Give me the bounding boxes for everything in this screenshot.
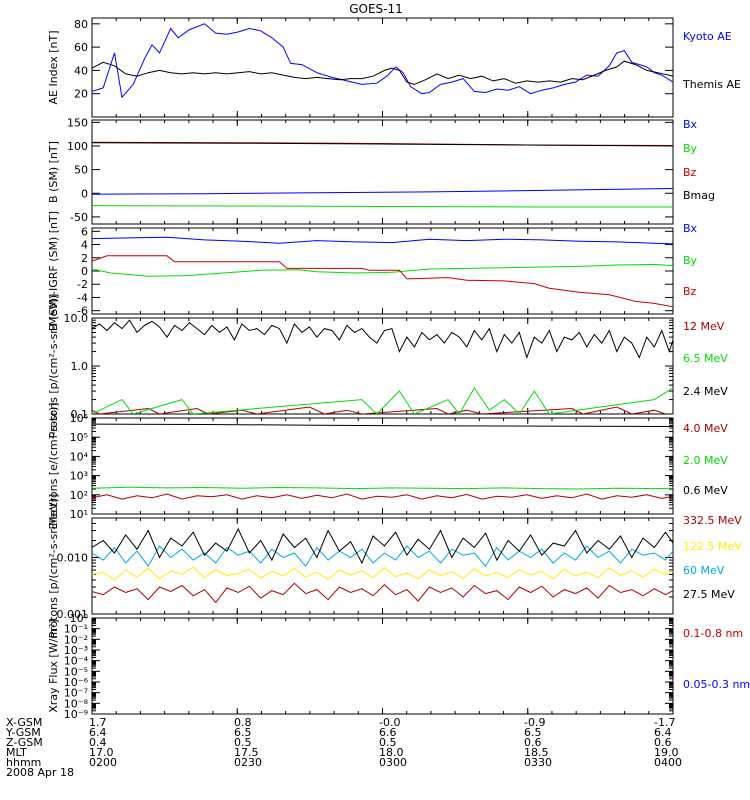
y-tick-label: -4 bbox=[77, 291, 88, 304]
series-line bbox=[92, 545, 673, 568]
series-line bbox=[92, 255, 673, 308]
series-line bbox=[92, 205, 673, 208]
legend-label: Bx bbox=[683, 222, 698, 235]
legend-label: 4.0 MeV bbox=[683, 422, 728, 435]
y-tick-label: 6 bbox=[81, 225, 88, 238]
legend-label: 12 MeV bbox=[683, 320, 725, 333]
series-line bbox=[92, 23, 673, 99]
y-tick-label: 1.0 bbox=[71, 360, 89, 373]
y-tick-label: 10⁻⁷ bbox=[64, 687, 88, 700]
y-tick-label: 10³ bbox=[70, 470, 88, 483]
legend-label: Bz bbox=[683, 285, 697, 298]
legend-label: 332.5 MeV bbox=[683, 514, 742, 527]
legend-label: 122.5 MeV bbox=[683, 540, 742, 553]
y-tick-label: 10² bbox=[70, 489, 88, 502]
legend-label: Bmag bbox=[683, 189, 715, 202]
series-line bbox=[92, 60, 673, 85]
y-tick-label: 0.001 bbox=[57, 608, 89, 621]
y-tick-label: 60 bbox=[74, 41, 88, 54]
y-tick-label: 0.1 bbox=[71, 408, 89, 421]
series-line bbox=[92, 142, 673, 147]
panel-2: -50 0 50 100 150 B (SM) [nT] Bx By Bz Bmag bbox=[47, 116, 715, 225]
y-tick-label: 50 bbox=[74, 164, 88, 177]
legend-label: Bx bbox=[683, 118, 698, 131]
series-line bbox=[92, 486, 673, 490]
legend-label: Themis AE bbox=[682, 78, 741, 91]
panel-frame bbox=[91, 317, 674, 415]
plot-title: GOES-11 bbox=[349, 2, 403, 16]
legend-label: Bz bbox=[683, 166, 697, 179]
series-line bbox=[92, 423, 673, 427]
legend-label: 27.5 MeV bbox=[683, 588, 735, 601]
y-tick-label: 10.0 bbox=[64, 312, 89, 325]
y-tick-label: 10⁻² bbox=[64, 633, 88, 646]
y-tick-label: -50 bbox=[70, 211, 88, 224]
panel-5: 10¹ 10² 10³ 10⁴ 10⁵ 10⁶ Electrons [e/(cm²-s-sr… bbox=[47, 402, 728, 529]
series-line bbox=[92, 566, 673, 581]
y-tick-label: 10⁴ bbox=[70, 450, 89, 463]
panel-1: 20 40 60 80 AE Index [nT] Kyoto AE Themis AE bbox=[47, 17, 741, 118]
y-tick-label: 10⁻⁴ bbox=[64, 655, 89, 668]
series-line bbox=[92, 188, 673, 195]
panel-frame bbox=[91, 119, 674, 225]
panel-frame bbox=[91, 417, 674, 515]
panel-4: 0.1 1.0 10.0 Protons [p/(cm²-s-sr-MeV)] 12 M… bbox=[47, 294, 728, 439]
y-tick-label: 10⁶ bbox=[70, 412, 89, 425]
y-tick-label: 20 bbox=[74, 88, 88, 101]
y-tick-label: 10⁻⁸ bbox=[64, 697, 89, 710]
legend-label: Kyoto AE bbox=[683, 30, 732, 43]
series-line bbox=[92, 493, 673, 500]
legend-label: 6.5 MeV bbox=[683, 352, 728, 365]
series-line bbox=[92, 319, 673, 360]
y-tick-label: 10¹ bbox=[70, 508, 88, 521]
series-line bbox=[92, 263, 673, 277]
y-tick-label: 0 bbox=[81, 265, 88, 278]
y-axis-title: Protons [p/(cm²-s-sr-MeV)] bbox=[47, 494, 60, 639]
y-tick-label: 100 bbox=[67, 140, 88, 153]
panel-frame bbox=[91, 17, 674, 118]
legend-label: 0.05-0.3 nm bbox=[683, 678, 750, 691]
y-tick-label: 10⁻³ bbox=[64, 644, 88, 657]
y-tick-label: 10⁻⁹ bbox=[64, 708, 88, 721]
legend-label: By bbox=[683, 254, 698, 267]
legend-label: 60 MeV bbox=[683, 564, 725, 577]
series-line bbox=[92, 236, 673, 245]
series-line bbox=[92, 527, 673, 565]
y-axis-title: AE Index [nT] bbox=[47, 30, 60, 104]
y-tick-label: 2 bbox=[81, 252, 88, 265]
y-axis-title: B (SM)-IGRF (SM) [nT] bbox=[47, 211, 60, 331]
series-line bbox=[92, 582, 673, 604]
series-line bbox=[92, 386, 673, 414]
y-axis-title: Electrons [e/(cm²-s-sr)] bbox=[47, 402, 60, 529]
panel-frame bbox=[91, 517, 674, 615]
y-tick-label: 4 bbox=[81, 239, 88, 252]
y-tick-label: 10⁻¹ bbox=[64, 623, 88, 636]
y-tick-label: 10⁵ bbox=[70, 431, 88, 444]
y-tick-label: 80 bbox=[74, 18, 88, 31]
y-tick-label: -6 bbox=[77, 305, 88, 318]
legend-label: 0.1-0.8 nm bbox=[683, 627, 743, 640]
y-tick-label: 40 bbox=[74, 64, 88, 77]
y-tick-label: 10⁰ bbox=[70, 612, 89, 625]
y-axis-title: B (SM) [nT] bbox=[47, 141, 60, 203]
y-axis-title: Xray Flux [W/m²] bbox=[47, 619, 60, 712]
y-tick-label: 10⁻⁶ bbox=[64, 676, 89, 689]
y-axis-title: Protons [p/(cm²-s-sr-MeV)] bbox=[47, 294, 60, 439]
legend-label: 2.4 MeV bbox=[683, 385, 728, 398]
series-line bbox=[92, 406, 666, 414]
y-tick-label: 150 bbox=[67, 116, 88, 129]
legend-label: 0.6 MeV bbox=[683, 484, 728, 497]
y-tick-label: 0.010 bbox=[57, 551, 89, 564]
legend-label: By bbox=[683, 142, 698, 155]
legend-label: 2.0 MeV bbox=[683, 454, 728, 467]
y-tick-label: 0 bbox=[81, 187, 88, 200]
panel-frame bbox=[91, 617, 674, 715]
y-tick-label: -2 bbox=[77, 278, 88, 291]
y-tick-label: 10⁻⁵ bbox=[64, 665, 88, 678]
